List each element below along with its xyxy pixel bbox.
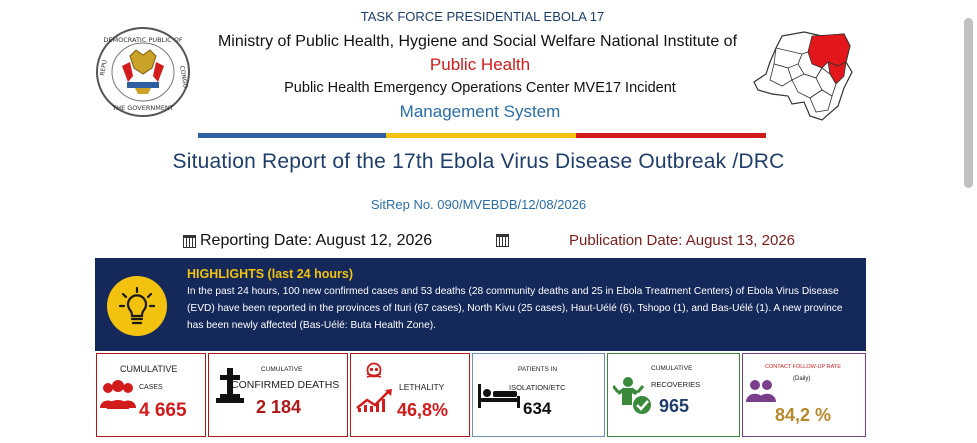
highlights-panel: HIGHLIGHTS (last 24 hours) In the past 2…: [95, 258, 866, 351]
calendar-icon: [496, 234, 509, 247]
isolation-card: PATIENTS IN ISOLATION/ETC 634: [472, 353, 605, 437]
deaths-value: 2 184: [256, 397, 302, 417]
cases-label-bottom: CASES: [139, 384, 163, 391]
reporting-date: Reporting Date: August 12, 2026: [183, 232, 432, 250]
grave-cross-icon: [214, 366, 246, 415]
contact-followup-card: CONTACT FOLLOW-UP RATE (Daily) 84,2 %: [742, 353, 866, 437]
lethality-card: LETHALITY 46,8%: [350, 353, 470, 437]
confirmed-deaths-card: CUMULATIVE CONFIRMED DEATHS 2 184: [208, 353, 348, 437]
task-force-title: TASK FORCE PRESIDENTIAL EBOLA 17: [360, 9, 605, 24]
highlights-title: HIGHLIGHTS (last 24 hours): [187, 267, 353, 281]
svg-text:THE GOVERNMENT: THE GOVERNMENT: [111, 104, 174, 112]
isolation-label-top: PATIENTS IN: [518, 366, 558, 373]
peoc-label: Public Health Emergency Operations Cente…: [284, 80, 676, 96]
recoveries-label-bottom: RECOVERIES: [651, 380, 701, 389]
contact-value: 84,2 %: [775, 405, 832, 425]
svg-text:CONGO: CONGO: [178, 65, 189, 89]
flag-red-segment: [576, 133, 766, 138]
recoveries-value: 965: [659, 396, 690, 416]
scrollbar-thumb[interactable]: [964, 18, 973, 188]
rising-chart-icon: [355, 386, 395, 417]
highlights-text: In the past 24 hours, 100 new confirmed …: [187, 286, 843, 331]
skull-icon: [365, 362, 383, 385]
reporting-date-text: Reporting Date: August 12, 2026: [200, 232, 433, 249]
hospital-bed-icon: [477, 380, 521, 415]
public-health-label: Public Health: [429, 55, 531, 74]
vertical-scrollbar[interactable]: [961, 0, 977, 443]
isolation-label-bottom: ISOLATION/ETC: [509, 383, 566, 392]
ministry-name: Ministry of Public Health, Hygiene and S…: [217, 33, 738, 50]
publication-date-text: Publication Date: August 13, 2026: [569, 232, 795, 249]
svg-text:DEMOCRATIC PUBLIC OF: DEMOCRATIC PUBLIC OF: [103, 36, 182, 44]
recoveries-label-top: CUMULATIVE: [651, 365, 693, 372]
recovered-person-icon: [611, 376, 653, 421]
lethality-value: 46,8%: [397, 400, 449, 420]
publication-date: Publication Date: August 13, 2026: [496, 232, 795, 249]
cumulative-cases-card: CUMULATIVE CASES 4 665: [96, 353, 206, 437]
flag-color-bar: [198, 133, 766, 138]
isolation-value: 634: [523, 399, 552, 418]
sitrep-number: SitRep No. 090/MVEBDB/12/08/2026: [370, 197, 587, 212]
government-seal-logo: DEMOCRATIC PUBLIC OF REPU CONGO THE GOVE…: [94, 26, 192, 118]
cases-label-top: CUMULATIVE: [120, 364, 178, 374]
management-system-label: Management System: [399, 102, 561, 121]
contact-label-top: CONTACT FOLLOW-UP RATE: [765, 364, 841, 370]
people-group-icon: [100, 378, 136, 415]
calendar-icon: [183, 234, 196, 248]
contact-label-bottom: (Daily): [793, 376, 811, 382]
deaths-label-top: CUMULATIVE: [261, 366, 303, 373]
drc-map-icon: [752, 28, 860, 126]
deaths-label-bottom: CONFIRMED DEATHS: [231, 379, 340, 391]
cases-value: 4 665: [139, 400, 187, 421]
flag-blue-segment: [198, 133, 386, 138]
report-title: Situation Report of the 17th Ebola Virus…: [172, 150, 785, 173]
recoveries-card: CUMULATIVE RECOVERIES 965: [607, 353, 740, 437]
flag-yellow-segment: [386, 133, 576, 138]
svg-text:REPU: REPU: [99, 59, 109, 76]
lethality-label: LETHALITY: [399, 382, 445, 392]
lightbulb-icon: [107, 276, 167, 336]
contacts-group-icon: [746, 379, 776, 408]
